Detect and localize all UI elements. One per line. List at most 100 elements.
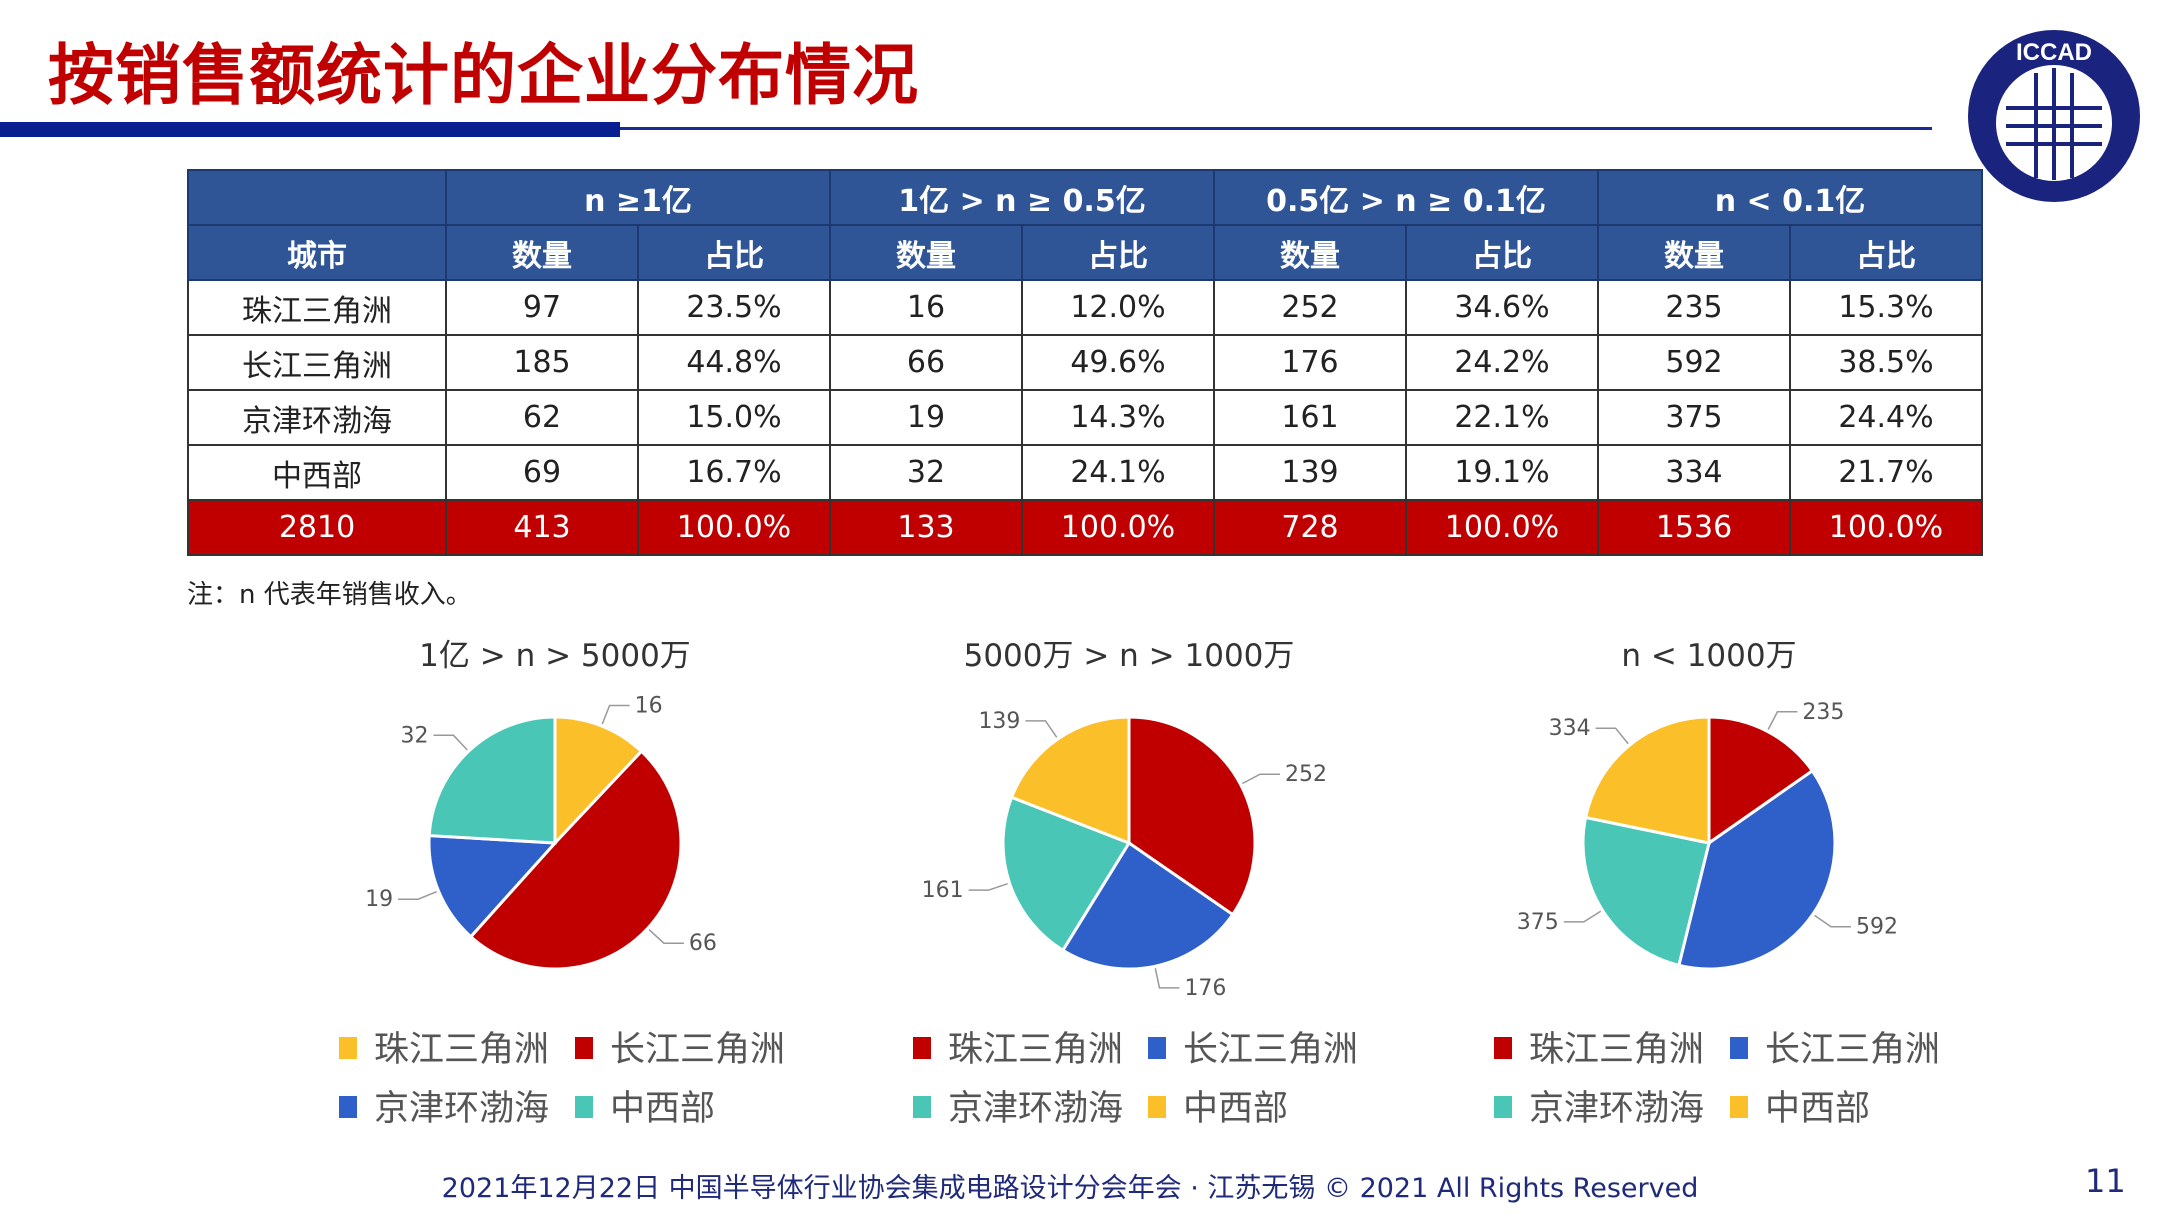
data-label: 32: [400, 723, 428, 748]
table-note: 注：n 代表年销售收入。: [187, 580, 472, 610]
sub-header-row: 城市 数量 占比 数量 占比 数量 占比 数量 占比: [187, 224, 1983, 281]
legend-label: 中西部: [1183, 1089, 1288, 1129]
legend-swatch: [339, 1096, 357, 1118]
table-cell: 16: [829, 279, 1023, 336]
legend-label: 京津环渤海: [948, 1089, 1123, 1129]
table-cell: 139: [1213, 444, 1407, 501]
pie-chart: n < 1000万 235 珠江三角洲 592 长江三角洲 375 京津环渤海 334 中西部: [1494, 638, 1940, 1129]
table-cell: 23.5%: [637, 279, 831, 336]
table-cell: 66: [829, 334, 1023, 391]
legend-label: 珠江三角洲: [1529, 1030, 1704, 1070]
leader-line: [968, 882, 1008, 891]
data-label: 334: [1549, 716, 1591, 741]
pie-slice: [427, 833, 559, 939]
table-cell: 24.1%: [1021, 444, 1215, 501]
legend-label: 长江三角洲: [1183, 1030, 1358, 1070]
column-header: 占比: [637, 224, 831, 281]
footer-text: 2021年12月22日 中国半导体行业协会集成电路设计分会年会 · 江苏无锡 ©…: [441, 1173, 1699, 1204]
table-cell: 16.7%: [637, 444, 831, 501]
total-cell: 100.0%: [1789, 499, 1983, 556]
leader-line: [1814, 914, 1852, 928]
pie-chart: 5000万 > n > 1000万 252 珠江三角洲 176 长江三角洲 161 京津环渤…: [913, 638, 1358, 1129]
table-cell: 22.1%: [1405, 389, 1599, 446]
table-cell: 12.0%: [1021, 279, 1215, 336]
footer: 2021年12月22日 中国半导体行业协会集成电路设计分会年会 · 江苏无锡 ©…: [0, 1166, 2160, 1205]
pie-slice: [553, 715, 644, 847]
legend-swatch: [575, 1096, 593, 1118]
data-label: 592: [1856, 915, 1898, 940]
column-header: 占比: [1789, 224, 1983, 281]
legend-label: 长江三角洲: [1765, 1030, 1940, 1070]
table-cell: 375: [1597, 389, 1791, 446]
table-row: 珠江三角洲 97 23.5% 16 12.0% 252 34.6% 235 15.3%: [187, 279, 1983, 336]
legend-label: 中西部: [610, 1089, 715, 1129]
group-header-row: n ≥1亿 1亿 > n ≥ 0.5亿 0.5亿 > n ≥ 0.1亿 n < …: [187, 169, 1983, 226]
table-cell: 38.5%: [1789, 334, 1983, 391]
pie-slice: [1581, 815, 1711, 968]
leader-line: [1154, 968, 1180, 989]
data-label: 66: [689, 931, 717, 956]
legend-label: 京津环渤海: [374, 1089, 549, 1129]
pie-slice: [1009, 715, 1131, 846]
table-cell: 19: [829, 389, 1023, 446]
data-label: 139: [978, 709, 1020, 734]
legend-swatch: [1148, 1096, 1166, 1118]
legend-swatch: [575, 1037, 593, 1059]
table-cell: 14.3%: [1021, 389, 1215, 446]
iccad-logo: ICCAD: [1968, 30, 2140, 202]
sales-distribution-table: n ≥1亿 1亿 > n ≥ 0.5亿 0.5亿 > n ≥ 0.1亿 n < …: [187, 169, 1983, 556]
column-header: 占比: [1405, 224, 1599, 281]
table-cell: 15.0%: [637, 389, 831, 446]
legend-label: 中西部: [1765, 1089, 1870, 1129]
legend-swatch: [1148, 1037, 1166, 1059]
data-label: 235: [1802, 700, 1844, 725]
logo-text: ICCAD: [2016, 39, 2092, 66]
region-cell: 长江三角洲: [187, 334, 447, 391]
pie-slice: [1060, 840, 1235, 971]
legend-swatch: [1730, 1096, 1748, 1118]
leader-line: [648, 929, 684, 944]
group-header: n ≥1亿: [445, 169, 831, 226]
legend-swatch: [913, 1037, 931, 1059]
total-cell: 1536: [1597, 499, 1791, 556]
data-label: 252: [1285, 762, 1327, 787]
table-cell: 97: [445, 279, 639, 336]
column-header: 数量: [1597, 224, 1791, 281]
total-cell: 728: [1213, 499, 1407, 556]
leader-line: [601, 704, 630, 725]
pie-slice: [427, 715, 557, 845]
table-cell: 176: [1213, 334, 1407, 391]
table-cell: 592: [1597, 334, 1791, 391]
legend-label: 珠江三角洲: [948, 1030, 1123, 1070]
legend-label: 长江三角洲: [610, 1030, 785, 1070]
pie-slice: [1127, 715, 1257, 917]
total-cell: 100.0%: [1405, 499, 1599, 556]
table-cell: 24.4%: [1789, 389, 1983, 446]
table-cell: 161: [1213, 389, 1407, 446]
region-cell: 中西部: [187, 444, 447, 501]
table-cell: 62: [445, 389, 639, 446]
table-cell: 24.2%: [1405, 334, 1599, 391]
total-cell: 413: [445, 499, 639, 556]
data-label: 161: [922, 878, 964, 903]
total-row: 2810 413 100.0% 133 100.0% 728 100.0% 1536 100.0…: [187, 499, 1983, 556]
table-cell: 252: [1213, 279, 1407, 336]
table-cell: 49.6%: [1021, 334, 1215, 391]
pie-chart: 1亿 > n > 5000万 16 珠江三角洲 66 长江三角洲 19 京津环渤海 32 中西部: [339, 638, 785, 1129]
pie-slice: [1707, 715, 1815, 846]
legend-swatch: [339, 1037, 357, 1059]
data-label: 16: [635, 693, 663, 718]
pie-title: n < 1000万: [1621, 638, 1796, 674]
region-cell: 京津环渤海: [187, 389, 447, 446]
title-underline-thin: [620, 127, 1932, 130]
table-cell: 69: [445, 444, 639, 501]
slide-title: 按销售额统计的企业分布情况: [48, 37, 919, 114]
leader-line: [1563, 910, 1602, 923]
pie-title: 5000万 > n > 1000万: [964, 638, 1295, 674]
total-cell: 133: [829, 499, 1023, 556]
table-cell: 15.3%: [1789, 279, 1983, 336]
legend-swatch: [1494, 1096, 1512, 1118]
leader-line: [1595, 727, 1629, 745]
leader-line: [398, 890, 437, 900]
legend-label: 京津环渤海: [1529, 1089, 1704, 1129]
